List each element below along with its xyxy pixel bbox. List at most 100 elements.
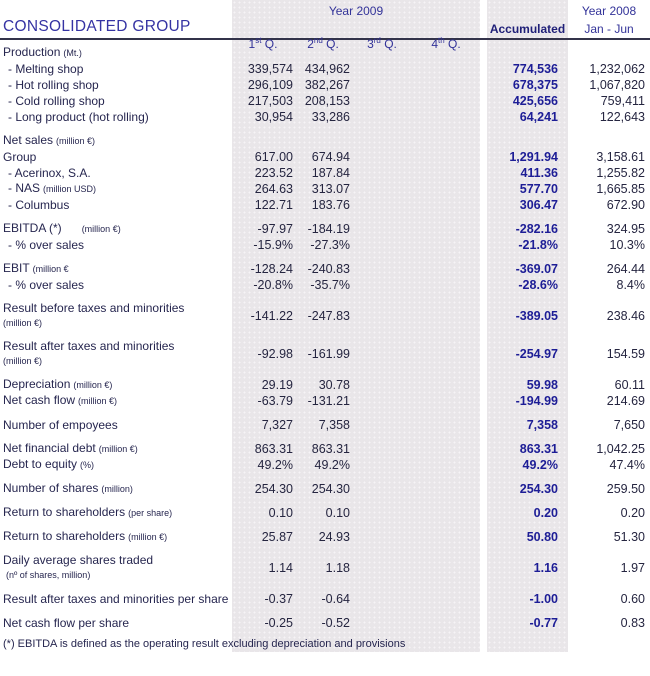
row-label-text: - Columbus [8,197,70,212]
cell-q3 [352,221,412,237]
jan-jun-column-header: Jan - Jun [584,22,634,36]
cell-accumulated: -369.07 [515,261,558,276]
cell-accumulated: -282.16 [515,221,558,236]
cell-q2: -184.19 [307,221,350,236]
year-header-row: Year 2009 Year 2008 [0,0,650,18]
row-label: - Hot rolling shop [0,77,232,93]
year-2009-header: Year 2009 [328,4,384,18]
cell-q1: 30,954 [254,109,293,124]
cell-q2: -0.64 [321,591,351,606]
cell-q2: 7,358 [318,417,350,432]
row-label: - % over sales [0,277,232,293]
cell-q2: 49.2% [314,457,350,472]
cell-year2008: 214.69 [606,393,645,408]
row-unit: (million €) [3,356,43,366]
row-unit: (million €) [128,532,168,542]
table-row: - Columbus 122.71 183.76 306.47 672.90 [0,197,650,213]
cell-q4 [412,109,480,125]
cell-q3 [352,45,412,61]
accumulated-column-header: Accumulated [489,22,566,36]
row-label: - % over sales [0,237,232,253]
row-label-text: EBIT [3,261,30,275]
table-row: Return to shareholders (million €) 25.87 24… [0,529,650,545]
cell-q2: 0.10 [325,505,350,520]
cell-q4 [412,197,480,213]
cell-q3 [352,615,412,631]
cell-accumulated: 254.30 [519,481,558,496]
row-label-text: Group [3,149,37,164]
row-label-text: - Acerinox, S.A. [8,165,91,180]
year-2008-header: Year 2008 [581,4,637,18]
cell-q3 [352,591,412,607]
row-label: Result after taxes and minorities per sh… [0,591,232,607]
cell-q4 [412,377,480,393]
cell-accumulated [487,133,568,149]
cell-q2: 863.31 [311,441,350,456]
cell-accumulated: -21.8% [518,237,558,252]
row-unit: (million €) [81,224,121,234]
cell-q1: 25.87 [261,529,293,544]
table-row: - Melting shop 339,574 434,962 774,536 1,232… [0,61,650,77]
cell-q3 [352,93,412,109]
cell-year2008: 672.90 [606,197,645,212]
cell-q1: -20.8% [253,277,293,292]
column-header-q1: 1st Q. [248,36,278,51]
row-label-text: - Hot rolling shop [8,77,99,92]
cell-q4 [412,481,480,497]
column-header-q3: 3rd Q. [367,36,397,51]
row-label-text: Net financial debt [3,441,96,455]
cell-q1: -0.37 [264,591,294,606]
cell-q1: -63.79 [257,393,293,408]
row-label: Result before taxes and minorities (milli… [0,301,232,331]
cell-accumulated: -1.00 [529,591,559,606]
cell-year2008: 10.3% [609,237,645,252]
row-label: Depreciation (million €) [0,377,232,393]
row-label-text: Net cash flow [3,393,76,407]
cell-year2008: 1,255.82 [596,165,645,180]
cell-q2: 313.07 [311,181,350,196]
cell-q1: 617.00 [254,149,293,164]
cell-q1: 29.19 [261,377,293,392]
cell-q2: 30.78 [318,377,350,392]
cell-year2008: 122,643 [599,109,645,124]
cell-year2008: 1,232,062 [589,61,645,76]
cell-accumulated [487,45,568,61]
cell-q4 [412,339,480,369]
cell-year2008: 60.11 [614,377,645,392]
cell-q2: 382,267 [304,77,350,92]
cell-q4 [412,165,480,181]
cell-q3 [352,77,412,93]
cell-accumulated: 0.20 [533,505,558,520]
row-label: Net financial debt (million €) [0,441,232,457]
cell-q2 [294,133,352,149]
cell-q4 [412,221,480,237]
cell-q4 [412,61,480,77]
row-label: - Columbus [0,197,232,213]
row-label-text: - Melting shop [8,61,84,76]
cell-year2008: 1,042.25 [596,441,645,456]
cell-accumulated: -389.05 [515,308,558,323]
cell-q4 [412,529,480,545]
column-header-row: CONSOLIDATED GROUP Accumulated Jan - Jun… [0,18,650,51]
cell-q4 [412,457,480,473]
cell-accumulated: 425,656 [512,93,558,108]
cell-q3 [352,133,412,149]
table-row: - Hot rolling shop 296,109 382,267 678,375 1… [0,77,650,93]
table-row: Net cash flow (million €) -63.79 -131.21 -19… [0,393,650,409]
cell-accumulated: 863.31 [519,441,558,456]
cell-q1 [232,45,294,61]
cell-q4 [412,505,480,521]
row-label: Result after taxes and minorities (millio… [0,339,232,369]
table-row: Group 617.00 674.94 1,291.94 3,158.61 [0,149,650,165]
cell-q1: 223.52 [254,165,293,180]
row-label: Group [0,149,232,165]
row-label: - NAS (million USD) [0,181,232,197]
cell-accumulated: 49.2% [522,457,558,472]
row-unit: (million €) [3,318,43,328]
cell-accumulated: 774,536 [512,61,558,76]
table-body: Production (Mt.) - Melting shop 339,574 434,… [0,40,650,631]
row-label-text: - % over sales [8,237,85,252]
cell-q1: -97.97 [257,221,293,236]
cell-q1: 7,327 [261,417,293,432]
cell-q3 [352,457,412,473]
